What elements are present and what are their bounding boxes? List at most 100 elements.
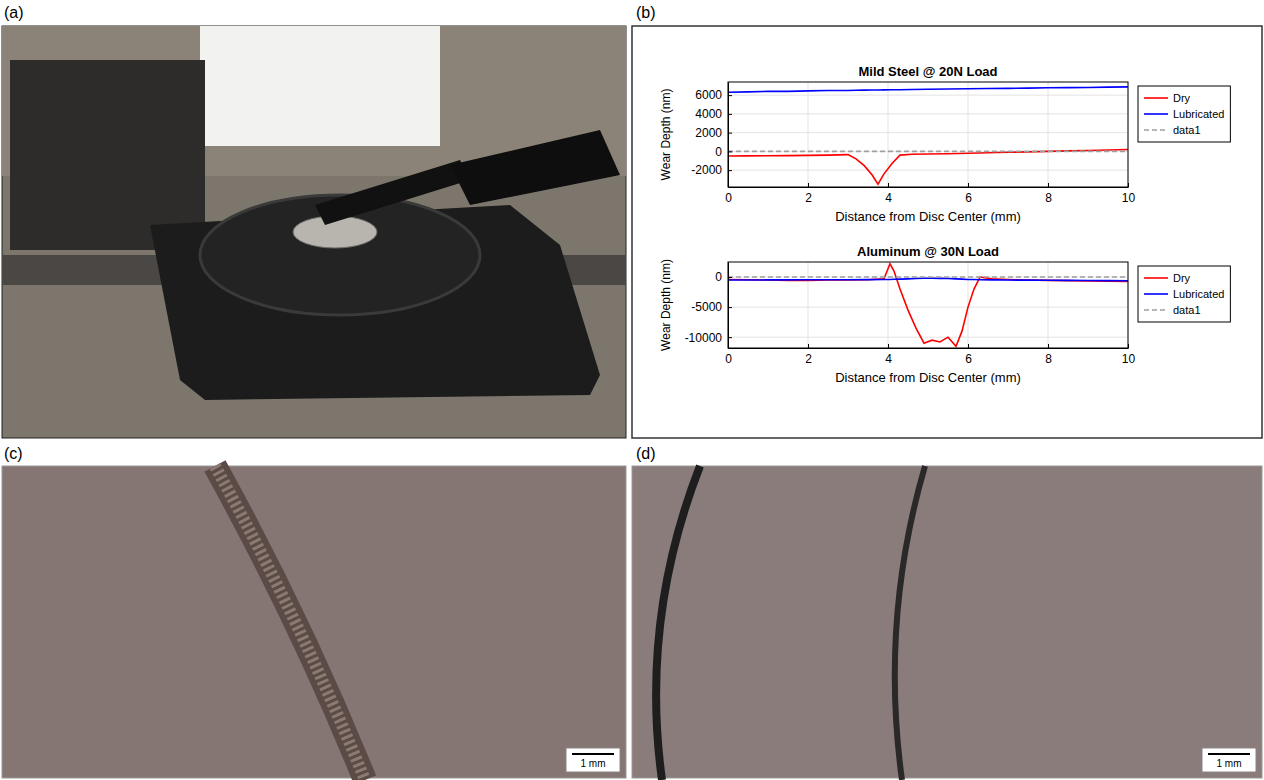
series-line <box>728 151 1128 153</box>
y-tick: -10000 <box>685 331 732 345</box>
legend-swatch <box>1144 113 1168 115</box>
panel-label: (b) <box>636 4 656 21</box>
y-axis: -10000-50000 <box>685 263 732 349</box>
x-tick-mark <box>888 344 889 348</box>
legend-label: Lubricated <box>1173 108 1224 120</box>
chart: 0246810-10000-50000Aluminum @ 30N LoadDi… <box>659 244 1230 385</box>
x-tick-label: 4 <box>885 191 892 205</box>
x-tick-label: 10 <box>1122 352 1136 366</box>
grid-line <box>728 151 1128 152</box>
grid-line <box>728 113 1128 114</box>
legend: DryLubricateddata1 <box>1138 266 1230 322</box>
series-group <box>728 264 1128 346</box>
y-axis-title: Wear Depth (nm) <box>659 89 673 181</box>
chart-title: Aluminum @ 30N Load <box>857 244 999 259</box>
grid-line <box>888 82 889 187</box>
x-tick: 10 <box>1122 183 1136 205</box>
y-tick-mark <box>728 133 732 134</box>
legend-swatch <box>1144 293 1168 295</box>
photo-paper <box>200 26 440 146</box>
panel-label: (d) <box>636 445 656 462</box>
x-tick: 6 <box>965 183 972 205</box>
scale-bar: 1 mm <box>566 748 620 772</box>
legend-swatch <box>1144 277 1168 279</box>
series-line <box>728 264 1128 346</box>
legend-swatch <box>1144 129 1168 131</box>
photo-background <box>632 466 1262 778</box>
x-tick-label: 6 <box>965 352 972 366</box>
y-tick-label: -10000 <box>685 331 723 345</box>
figure: 1 mm1 mm(a)(b)(c)(d)0246810-200002000400… <box>0 0 1264 780</box>
grid-line <box>728 95 1128 96</box>
x-tick-label: 2 <box>805 191 812 205</box>
y-tick-label: 6000 <box>695 88 722 102</box>
y-tick-label: 0 <box>715 270 722 284</box>
photo-arm <box>315 160 470 225</box>
photo-background <box>2 26 626 438</box>
y-tick-mark <box>728 277 732 278</box>
y-tick: 4000 <box>695 107 732 121</box>
x-tick: 10 <box>1122 344 1136 366</box>
x-axis-title: Distance from Disc Center (mm) <box>835 370 1021 385</box>
grid <box>728 82 1128 187</box>
legend-label: Dry <box>1173 272 1191 284</box>
y-axis-title: Wear Depth (nm) <box>659 259 673 351</box>
y-tick-mark <box>728 170 732 171</box>
x-tick-mark <box>1048 183 1049 187</box>
photo-wear-track <box>215 466 365 780</box>
legend-label: data1 <box>1173 124 1201 136</box>
x-tick-mark <box>968 183 969 187</box>
scale-bar: 1 mm <box>1202 748 1256 772</box>
plot-frame <box>728 82 1128 187</box>
x-tick: 4 <box>885 344 892 366</box>
legend-box <box>1138 266 1230 322</box>
y-tick: 0 <box>715 145 732 159</box>
y-tick-label: 0 <box>715 145 722 159</box>
plot-frame <box>728 262 1128 348</box>
legend-box <box>1138 86 1230 142</box>
x-tick-mark <box>1048 344 1049 348</box>
x-tick: 4 <box>885 183 892 205</box>
photo-sensor <box>450 130 620 205</box>
legend-label: data1 <box>1173 304 1201 316</box>
series-line <box>728 150 1128 185</box>
x-tick: 8 <box>1045 183 1052 205</box>
panel-label: (c) <box>4 445 23 462</box>
scale-bar-box <box>566 748 620 772</box>
legend: Dry Lubricated data1 <box>1138 86 1230 142</box>
x-tick: 2 <box>805 183 812 205</box>
x-tick-mark <box>808 344 809 348</box>
y-tick-label: -2000 <box>691 163 722 177</box>
y-tick-mark <box>728 151 732 152</box>
grid <box>728 262 1128 348</box>
grid-line <box>728 132 1128 133</box>
scale-bar-line <box>1208 753 1250 755</box>
x-tick-mark <box>888 183 889 187</box>
x-axis-title: Distance from Disc Center (mm) <box>835 209 1021 224</box>
x-tick-label: 2 <box>805 352 812 366</box>
legend-label: Dry <box>1173 92 1191 104</box>
grid-line <box>728 337 1128 338</box>
y-tick-label: 4000 <box>695 107 722 121</box>
chart: 0246810-20000200040006000Mild Steel @ 20… <box>659 64 1230 224</box>
photo-disc-edge <box>656 466 700 780</box>
photo-stage <box>10 60 205 250</box>
photo-background <box>2 466 626 778</box>
x-tick-label: 6 <box>965 191 972 205</box>
photo-d <box>632 466 1262 780</box>
series-line <box>728 276 1128 278</box>
grid-line <box>808 262 809 348</box>
y-tick: 0 <box>715 270 732 284</box>
x-tick-label: 0 <box>725 352 732 366</box>
x-tick-label: 4 <box>885 352 892 366</box>
scale-bar-line <box>572 753 614 755</box>
y-tick: 6000 <box>695 88 732 102</box>
scale-bar-label: 1 mm <box>581 758 606 769</box>
y-tick-label: 2000 <box>695 126 722 140</box>
plot-background <box>728 262 1128 348</box>
x-tick: 6 <box>965 344 972 366</box>
x-tick-label: 0 <box>725 191 732 205</box>
x-tick: 2 <box>805 344 812 366</box>
y-axis: -2000 0 2000 4000 6000 <box>691 83 732 188</box>
grid-line <box>1048 82 1049 187</box>
